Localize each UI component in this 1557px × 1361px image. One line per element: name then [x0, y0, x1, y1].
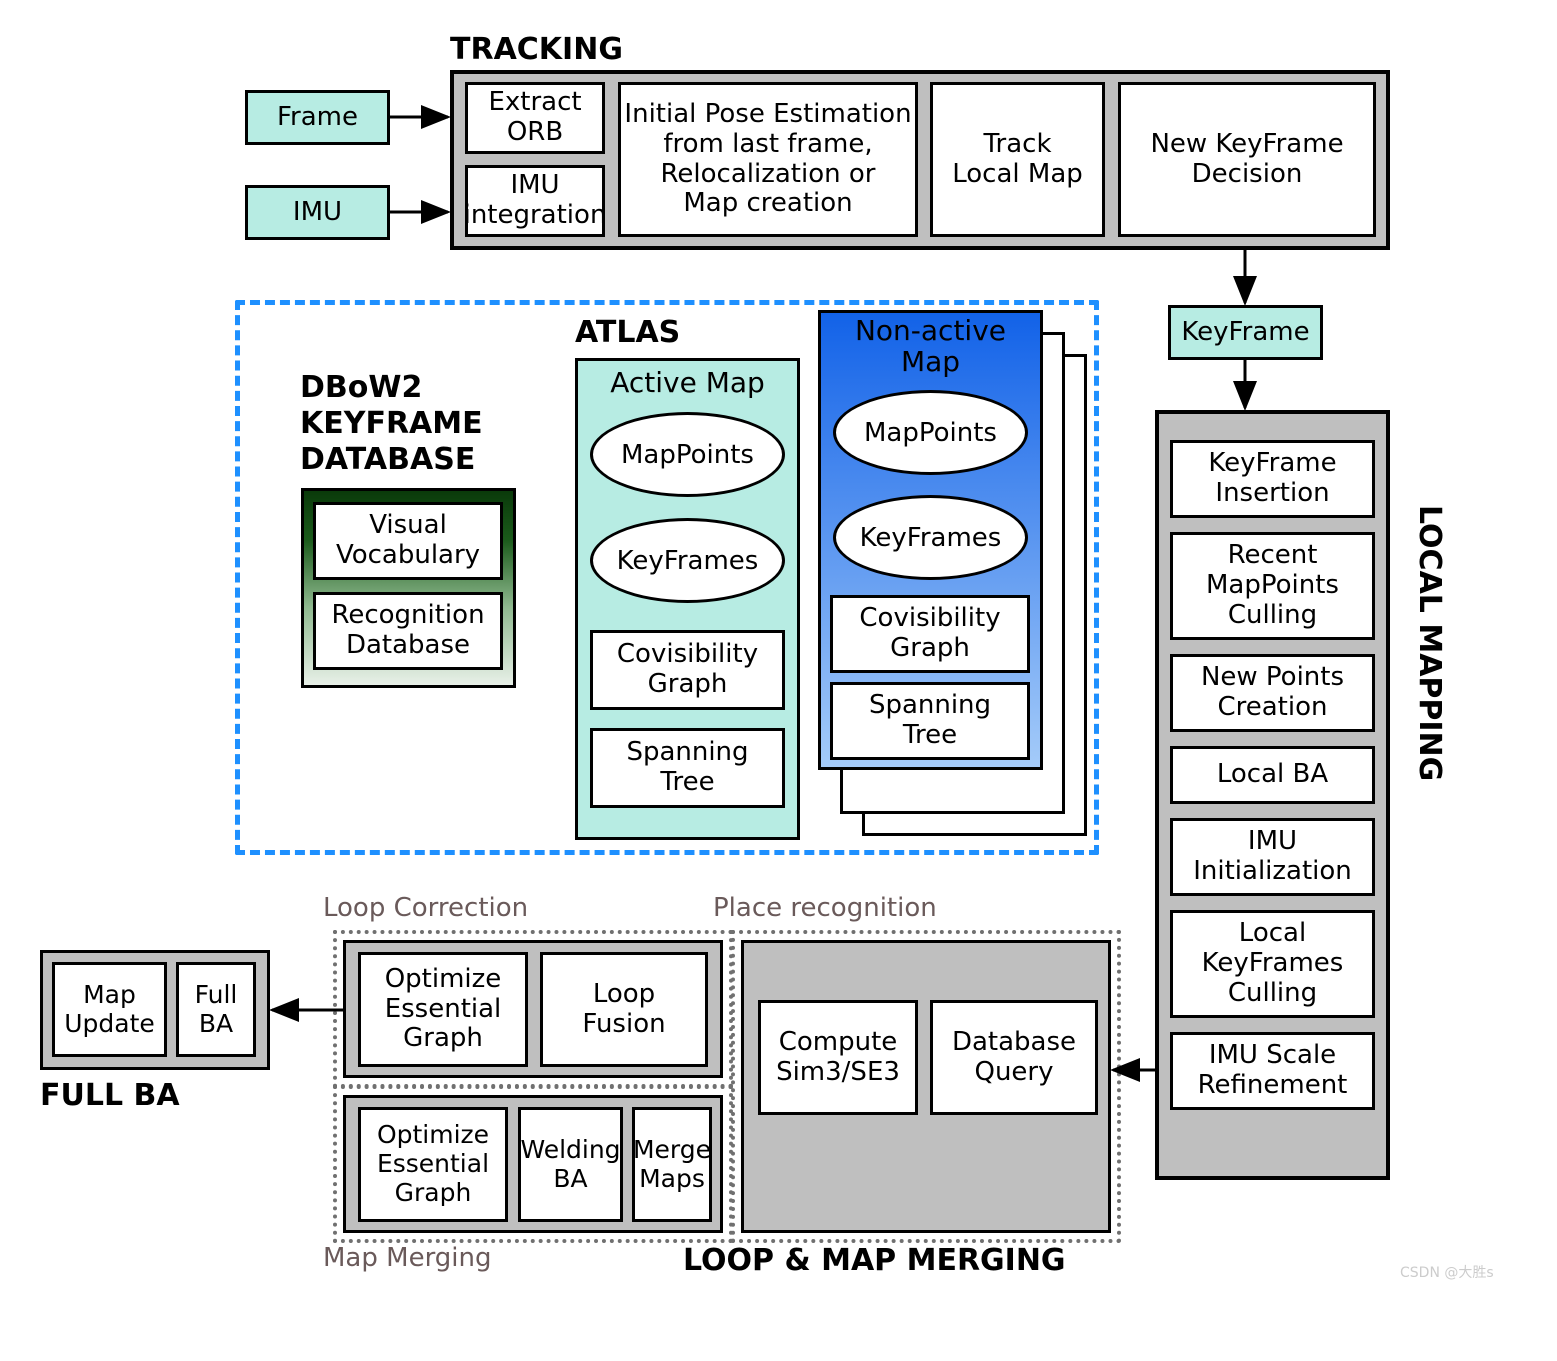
full-ba-box: Full BA [176, 962, 256, 1057]
visual-vocabulary-box: Visual Vocabulary [313, 502, 503, 580]
lm-keyframe-insertion: KeyFrame Insertion [1170, 440, 1375, 518]
active-keyframes: KeyFrames [590, 518, 785, 603]
nonactive-keyframes: KeyFrames [833, 495, 1028, 580]
nonactive-map-title: Non-active Map [818, 316, 1043, 378]
loop-correction-label: Loop Correction [323, 893, 528, 923]
new-keyframe-decision-box: New KeyFrame Decision [1118, 82, 1376, 237]
track-local-map-box: Track Local Map [930, 82, 1105, 237]
database-query-box: Database Query [930, 1000, 1098, 1115]
diagram-canvas: TRACKING Frame IMU Extract ORB IMU integ… [20, 20, 1537, 1341]
map-merging-label: Map Merging [323, 1243, 492, 1273]
local-mapping-title: LOCAL MAPPING [1412, 505, 1447, 781]
opt-essential-graph-2: Optimize Essential Graph [358, 1107, 508, 1222]
frame-input: Frame [245, 90, 390, 145]
nonactive-mappoints: MapPoints [833, 390, 1028, 475]
imu-integration-box: IMU integration [465, 165, 605, 237]
lm-imu-init: IMU Initialization [1170, 818, 1375, 896]
tracking-title: TRACKING [450, 32, 623, 67]
active-mappoints: MapPoints [590, 412, 785, 497]
place-recognition-label: Place recognition [713, 893, 937, 923]
loop-fusion-box: Loop Fusion [540, 952, 708, 1067]
nonactive-spanning: Spanning Tree [830, 682, 1030, 760]
imu-input: IMU [245, 185, 390, 240]
active-map-title: Active Map [575, 366, 800, 399]
active-covisibility: Covisibility Graph [590, 630, 785, 710]
lm-mappoints-culling: Recent MapPoints Culling [1170, 532, 1375, 640]
recognition-database-box: Recognition Database [313, 592, 503, 670]
loop-map-merging-title: LOOP & MAP MERGING [683, 1243, 1066, 1278]
full-ba-title: FULL BA [40, 1078, 180, 1113]
lm-new-points-creation: New Points Creation [1170, 654, 1375, 732]
extract-orb-box: Extract ORB [465, 82, 605, 154]
lm-local-kf-culling: Local KeyFrames Culling [1170, 910, 1375, 1018]
keyframe-box: KeyFrame [1168, 305, 1323, 360]
lm-imu-scale-refinement: IMU Scale Refinement [1170, 1032, 1375, 1110]
dbow2-title: DBoW2 KEYFRAME DATABASE [300, 370, 483, 478]
opt-essential-graph-1: Optimize Essential Graph [358, 952, 528, 1067]
atlas-title: ATLAS [575, 315, 680, 350]
map-update-box: Map Update [52, 962, 167, 1057]
nonactive-covisibility: Covisibility Graph [830, 595, 1030, 673]
watermark: CSDN @大胜s [1400, 1262, 1494, 1282]
compute-sim3-box: Compute Sim3/SE3 [758, 1000, 918, 1115]
active-spanning: Spanning Tree [590, 728, 785, 808]
merge-maps-box: Merge Maps [632, 1107, 712, 1222]
welding-ba-box: Welding BA [518, 1107, 623, 1222]
lm-local-ba: Local BA [1170, 746, 1375, 804]
pose-estimation-box: Initial Pose Estimation from last frame,… [618, 82, 918, 237]
